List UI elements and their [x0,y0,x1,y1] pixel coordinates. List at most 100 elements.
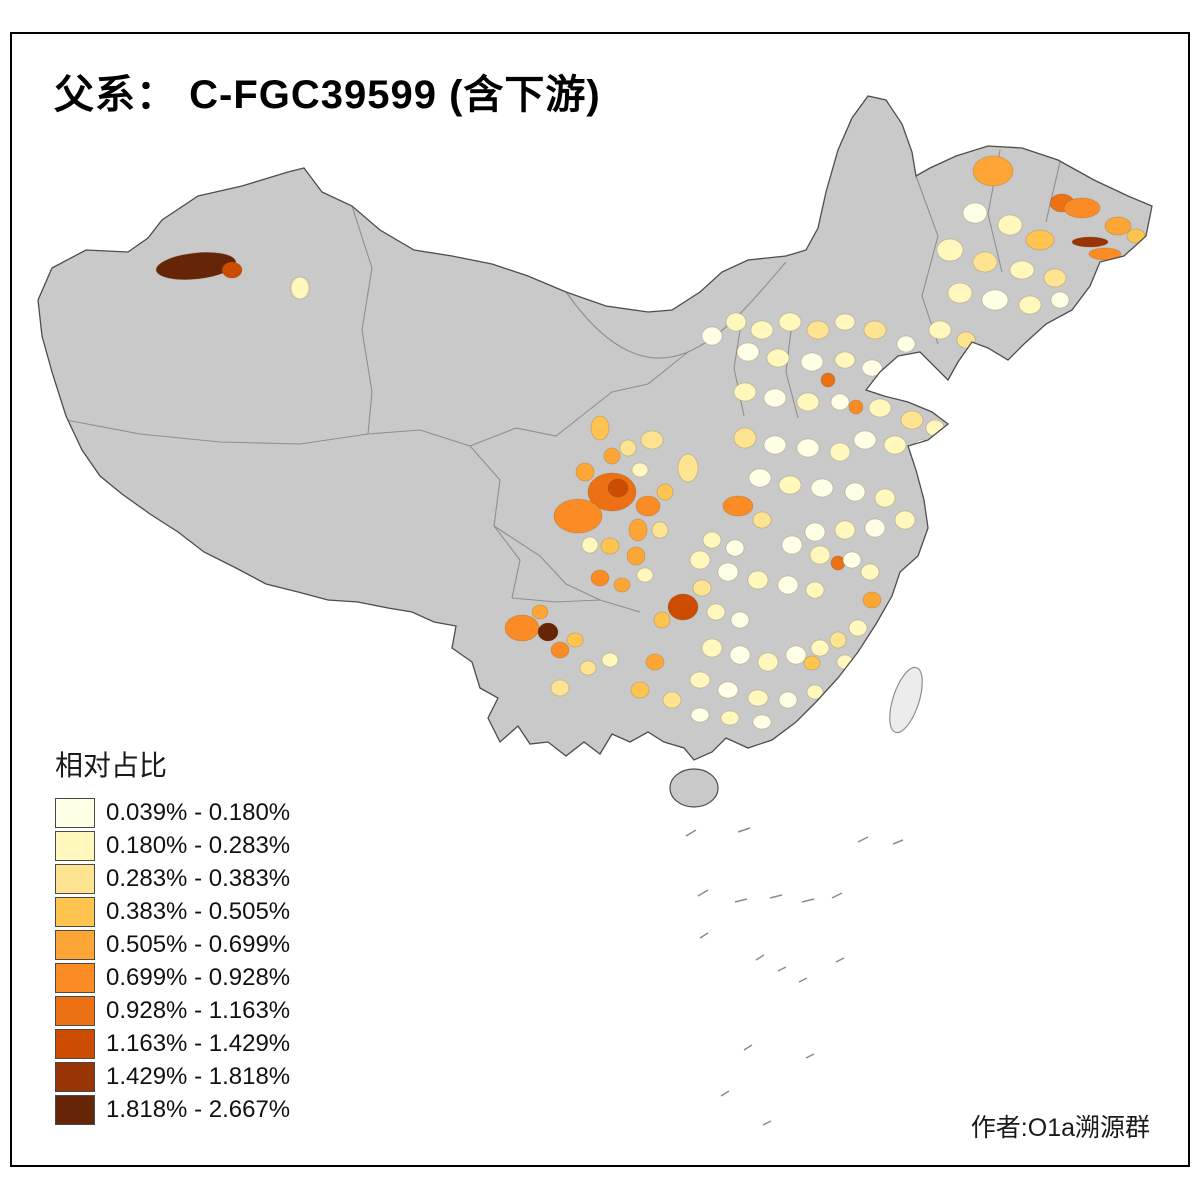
map-region [757,652,779,672]
map-region [829,442,851,462]
map-region [834,520,856,540]
legend-swatch [55,798,95,828]
map-region [785,645,807,665]
legend-label: 0.928% - 1.163% [106,997,291,1024]
map-region [1009,260,1035,280]
legend-swatch [55,1062,95,1092]
map-region [581,536,599,554]
map-region [636,567,654,583]
map-region [690,707,710,723]
map-region [725,539,745,557]
map-region [805,581,825,599]
map-region [631,462,649,478]
legend-row: 1.429% - 1.818% [55,1062,290,1092]
map-region [868,398,892,418]
legend-title: 相对占比 [55,750,168,781]
map-region [603,447,621,465]
legend-label: 0.699% - 0.928% [106,964,291,991]
map-region [900,410,924,430]
province-borders [65,149,1061,613]
map-region [653,611,671,629]
map-region [860,563,880,581]
legend-swatch [55,831,95,861]
map-region [829,631,847,649]
map-region [677,453,699,483]
legend-rows: 0.039% - 0.180% 0.180% - 0.283% 0.283% - 0… [55,798,290,1125]
map-region [748,468,772,488]
map-region [619,439,637,457]
map-region [747,689,769,707]
map-region [155,252,237,280]
map-region [722,495,754,517]
map-region [778,475,802,495]
author-credit: 作者:O1a溯源群 [970,1114,1150,1142]
legend-swatch [55,963,95,993]
map-region [752,714,772,730]
map-region [717,562,739,582]
map-region [972,155,1014,187]
map-region [936,238,964,262]
map-region [626,546,646,566]
legend-label: 1.818% - 2.667% [106,1096,291,1123]
map-region [1088,247,1122,261]
map-region [972,251,998,273]
map-title: 父系： C-FGC39599 (含下游) [54,73,601,117]
map-region [290,276,310,300]
legend-row: 1.818% - 2.667% [55,1095,290,1125]
map-region [689,550,711,570]
legend-row: 0.699% - 0.928% [55,963,290,993]
map-region [750,320,774,340]
map-region [947,282,973,304]
legend-row: 0.180% - 0.283% [55,831,290,861]
map-region [862,591,882,609]
map-region [763,388,787,408]
map-region [803,655,821,671]
taiwan-island [889,666,923,734]
map-region [628,518,648,542]
map-region [662,691,682,709]
map-region [747,570,769,590]
legend-swatch [55,864,95,894]
map-region [575,462,595,482]
map-region [601,652,619,668]
map-region [810,639,830,657]
map-region [579,660,597,676]
map-region [1071,236,1109,248]
map-region [590,569,610,587]
map-region [720,710,740,726]
map-region [1104,216,1132,236]
map-region [804,522,826,542]
map-region [796,438,820,458]
legend-label: 0.505% - 0.699% [106,931,291,958]
legend-row: 0.283% - 0.383% [55,864,290,894]
legend-swatch [55,1095,95,1125]
map-region [689,671,711,689]
map-region [553,498,603,534]
legend: 相对占比 0.039% - 0.180% 0.180% - 0.283% 0.283… [55,744,290,1128]
map-region [853,430,877,450]
legend-label: 1.429% - 1.818% [106,1063,291,1090]
map-region [842,551,862,569]
map-region [725,312,747,332]
map-region [763,435,787,455]
map-region [800,352,824,372]
map-region [1050,291,1070,309]
map-region [962,202,988,224]
map-region [781,535,803,555]
map-region [894,510,916,530]
map-region [752,511,772,529]
map-region [863,320,887,340]
legend-label: 0.180% - 0.283% [106,832,291,859]
map-region [809,545,831,565]
legend-row: 0.505% - 0.699% [55,930,290,960]
map-region [796,392,820,412]
map-region [667,593,699,621]
map-region [766,348,790,368]
map-region [550,679,570,697]
south-china-sea-islets [685,827,904,1126]
map-region [729,645,751,665]
map-region [861,359,883,377]
legend-row: 1.163% - 1.429% [55,1029,290,1059]
map-region [613,577,631,593]
